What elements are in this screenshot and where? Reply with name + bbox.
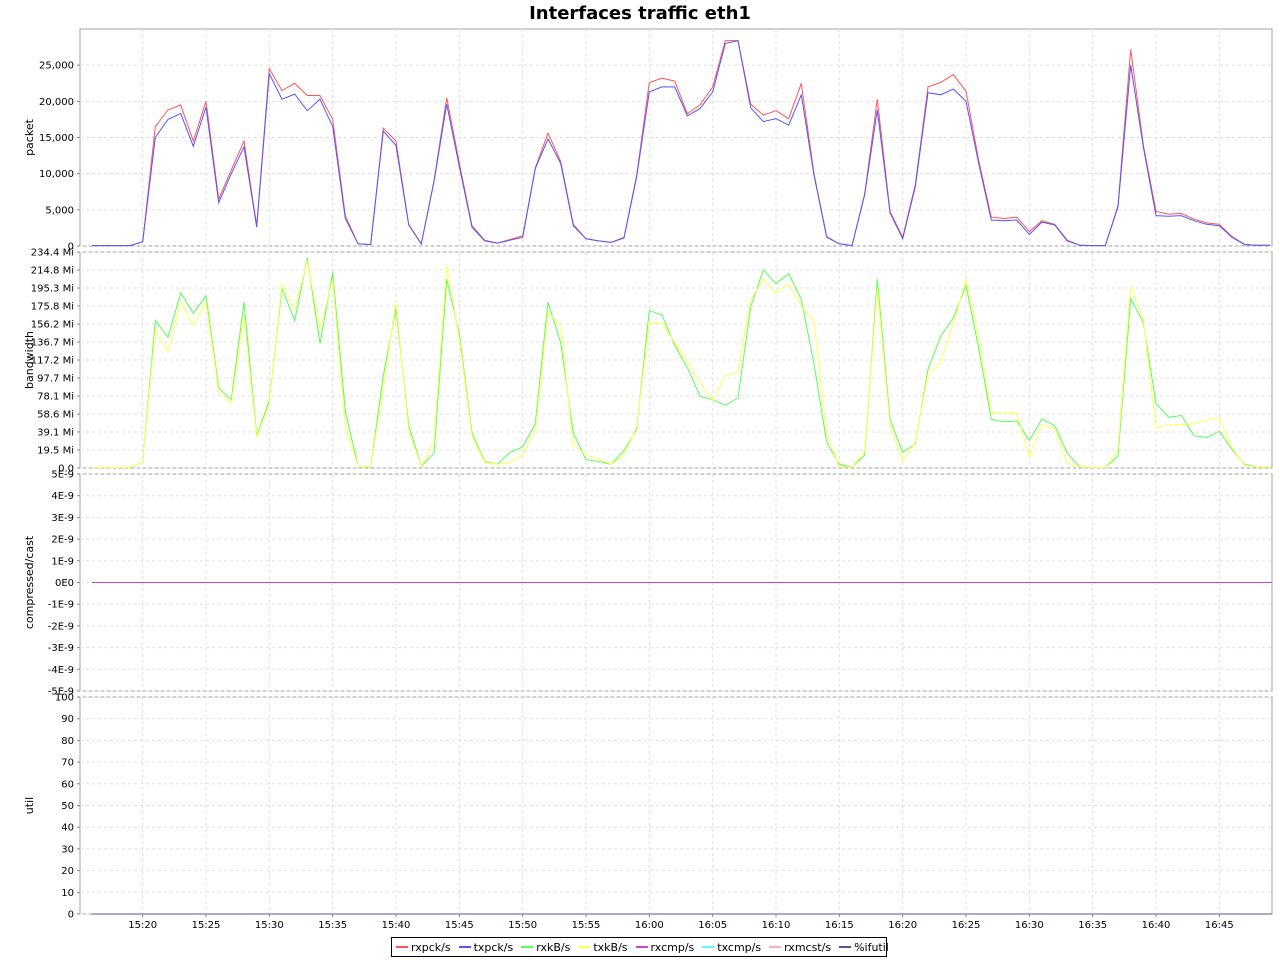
y-tick-label: 19.5 Mi bbox=[37, 446, 74, 457]
y-axis-label: util bbox=[23, 797, 36, 814]
y-tick-label: 58.6 Mi bbox=[37, 410, 74, 421]
y-tick-label: 156.2 Mi bbox=[31, 320, 74, 331]
x-tick-label: 16:10 bbox=[762, 920, 791, 931]
y-tick-label: -4E-9 bbox=[48, 665, 74, 676]
legend-item-rxkb-s: rxkB/s bbox=[521, 941, 570, 954]
x-tick-label: 16:05 bbox=[698, 920, 727, 931]
y-tick-label: 15,000 bbox=[39, 133, 74, 144]
y-tick-label: -2E-9 bbox=[48, 621, 74, 632]
legend-label: %ifutil bbox=[854, 940, 889, 954]
y-tick-label: 117.2 Mi bbox=[31, 356, 74, 367]
y-tick-label: 3E-9 bbox=[51, 513, 74, 524]
y-tick-label: 175.8 Mi bbox=[31, 302, 74, 313]
x-tick-label: 16:25 bbox=[952, 920, 981, 931]
y-axis-label: compressed/cast bbox=[23, 535, 36, 629]
y-tick-label: 30 bbox=[61, 844, 74, 855]
x-tick-label: 15:35 bbox=[318, 920, 347, 931]
x-tick-label: 15:45 bbox=[445, 920, 474, 931]
y-tick-label: 136.7 Mi bbox=[31, 338, 74, 349]
x-tick-label: 15:50 bbox=[508, 920, 537, 931]
y-tick-label: -1E-9 bbox=[48, 600, 74, 611]
x-tick-label: 16:45 bbox=[1205, 920, 1234, 931]
y-tick-label: 0E0 bbox=[55, 578, 74, 589]
y-tick-label: 90 bbox=[61, 714, 74, 725]
x-tick-label: 15:25 bbox=[192, 920, 221, 931]
y-tick-label: 60 bbox=[61, 779, 74, 790]
y-tick-label: 20,000 bbox=[39, 97, 74, 108]
legend-swatch bbox=[769, 946, 782, 948]
series-line-txkb-s bbox=[92, 260, 1270, 468]
y-tick-label: 5E-9 bbox=[51, 470, 74, 481]
legend-label: txkB/s bbox=[593, 940, 628, 954]
y-tick-label: 234.4 Mi bbox=[31, 248, 74, 259]
x-tick-label: 15:20 bbox=[128, 920, 157, 931]
legend-label: rxpck/s bbox=[411, 940, 451, 954]
series-line-txpck-s bbox=[92, 39, 1270, 247]
legend-item-txpck-s: txpck/s bbox=[458, 940, 514, 954]
y-tick-label: 25,000 bbox=[39, 61, 74, 72]
legend-label: rxkB/s bbox=[536, 940, 571, 954]
legend-swatch bbox=[702, 946, 715, 948]
y-tick-label: 10,000 bbox=[39, 169, 74, 180]
legend-item-rxcmp-s: rxcmp/s bbox=[635, 940, 695, 954]
legend-label: txpck/s bbox=[473, 940, 514, 954]
chart-legend: rxpck/s txpck/s rxkB/s txkB/s rxcmp/s txcmp/s… bbox=[391, 937, 889, 957]
y-tick-label: 20 bbox=[61, 866, 74, 877]
legend-item-rxmcst-s: rxmcst/s bbox=[769, 941, 831, 954]
series-line-rxkb-s bbox=[92, 257, 1270, 468]
panel-packet: 0 5,000 10,000 15,000 20,000 25,000 packet bbox=[23, 28, 1273, 253]
y-tick-label: 214.8 Mi bbox=[31, 266, 74, 277]
y-tick-label: 50 bbox=[61, 801, 74, 812]
x-tick-label: 16:30 bbox=[1015, 920, 1044, 931]
legend-label: txcmp/s bbox=[717, 940, 762, 954]
x-tick-label: 15:55 bbox=[572, 920, 601, 931]
y-tick-label: 97.7 Mi bbox=[37, 373, 74, 384]
y-axis-label: bandwidth bbox=[23, 331, 36, 389]
legend-swatch bbox=[521, 946, 534, 948]
legend-item-ifutil: %ifutil bbox=[839, 941, 889, 954]
x-tick-label: 15:40 bbox=[382, 920, 411, 931]
x-tick-label: 16:40 bbox=[1142, 920, 1171, 931]
panel-util: 0 10 20 30 40 50 60 70 80 90 100 util bbox=[23, 693, 1273, 921]
legend-item-txcmp-s: txcmp/s bbox=[702, 941, 761, 954]
y-tick-label: 0.0 bbox=[58, 464, 74, 475]
legend-swatch bbox=[578, 946, 591, 948]
y-tick-label: 39.1 Mi bbox=[37, 427, 74, 438]
x-tick-label: 16:35 bbox=[1078, 920, 1107, 931]
y-tick-label: 0 bbox=[68, 910, 74, 921]
legend-swatch bbox=[839, 946, 852, 948]
y-tick-label: 1E-9 bbox=[51, 556, 74, 567]
y-tick-label: 78.1 Mi bbox=[37, 392, 74, 403]
y-tick-label: -3E-9 bbox=[48, 643, 74, 654]
legend-item-txkb-s: txkB/s bbox=[578, 940, 628, 954]
y-tick-label: 100 bbox=[55, 693, 74, 704]
y-tick-label: 0 bbox=[68, 242, 74, 253]
y-axis-label: packet bbox=[23, 118, 36, 156]
x-tick-label: 16:15 bbox=[825, 920, 854, 931]
y-tick-label: 195.3 Mi bbox=[31, 284, 74, 295]
x-tick-label: 15:30 bbox=[255, 920, 284, 931]
legend-swatch bbox=[458, 946, 471, 948]
y-tick-label: 70 bbox=[61, 758, 74, 769]
legend-label: rxcmp/s bbox=[650, 940, 695, 954]
y-tick-label: 10 bbox=[61, 888, 74, 899]
y-tick-label: -5E-9 bbox=[48, 687, 74, 698]
y-tick-label: 40 bbox=[61, 823, 74, 834]
legend-swatch bbox=[396, 946, 408, 948]
panel-bandwidth: 0.0 19.5 Mi 39.1 Mi 58.6 Mi 78.1 Mi 97.7 Mi 11… bbox=[23, 248, 1273, 475]
panel-compressed-cast: -5E-9 -4E-9 -3E-9 -2E-9 -1E-9 0E0 1E-9 2E-9 3E-9… bbox=[23, 470, 1273, 698]
legend-label: rxmcst/s bbox=[784, 940, 832, 954]
legend-item-rxpck-s: rxpck/s bbox=[396, 941, 451, 954]
legend-swatch bbox=[635, 946, 648, 948]
y-tick-label: 2E-9 bbox=[51, 535, 74, 546]
y-tick-label: 80 bbox=[61, 736, 74, 747]
y-tick-label: 5,000 bbox=[45, 205, 74, 216]
x-tick-label: 16:00 bbox=[635, 920, 664, 931]
chart-title: Interfaces traffic eth1 bbox=[529, 3, 751, 24]
y-tick-label: 4E-9 bbox=[51, 491, 74, 502]
x-tick-label: 16:20 bbox=[888, 920, 917, 931]
